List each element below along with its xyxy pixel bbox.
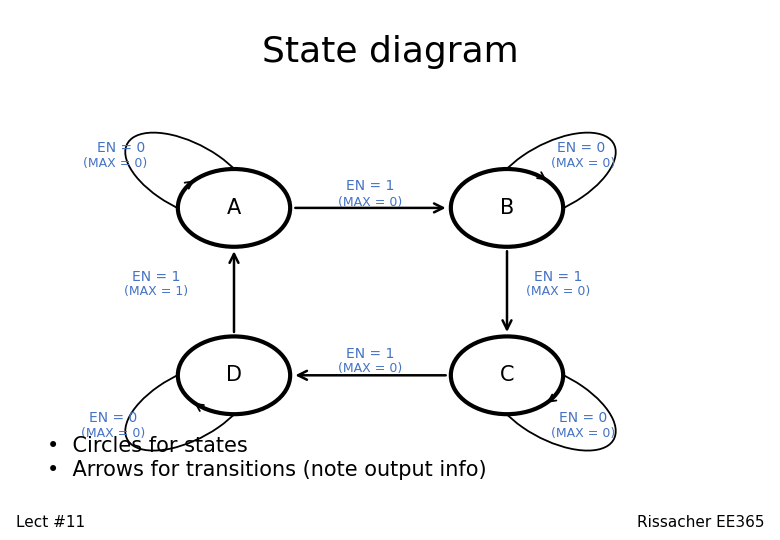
Text: Rissacher EE365: Rissacher EE365 bbox=[637, 515, 764, 530]
Text: B: B bbox=[500, 198, 514, 218]
Text: (MAX = 0): (MAX = 0) bbox=[339, 196, 402, 209]
Text: (MAX = 0): (MAX = 0) bbox=[551, 427, 615, 440]
Text: (MAX = 0): (MAX = 0) bbox=[551, 157, 615, 170]
Ellipse shape bbox=[178, 336, 290, 414]
Text: •  Circles for states: • Circles for states bbox=[47, 435, 247, 456]
Text: D: D bbox=[226, 365, 242, 386]
Text: •  Arrows for transitions (note output info): • Arrows for transitions (note output in… bbox=[47, 460, 487, 480]
Text: (MAX = 0): (MAX = 0) bbox=[526, 285, 590, 298]
Text: C: C bbox=[500, 365, 514, 386]
Ellipse shape bbox=[451, 336, 563, 414]
Ellipse shape bbox=[451, 169, 563, 247]
Ellipse shape bbox=[178, 169, 290, 247]
Text: (MAX = 0): (MAX = 0) bbox=[81, 427, 145, 440]
Text: EN = 1: EN = 1 bbox=[534, 270, 582, 284]
Text: Lect #11: Lect #11 bbox=[16, 515, 85, 530]
Text: EN = 0: EN = 0 bbox=[97, 141, 145, 156]
Text: EN = 0: EN = 0 bbox=[89, 411, 137, 426]
Text: EN = 1: EN = 1 bbox=[132, 270, 180, 284]
Text: (MAX = 1): (MAX = 1) bbox=[124, 285, 188, 298]
Text: (MAX = 0): (MAX = 0) bbox=[83, 157, 147, 170]
Text: EN = 0: EN = 0 bbox=[559, 411, 608, 426]
Text: A: A bbox=[227, 198, 241, 218]
Text: State diagram: State diagram bbox=[261, 35, 519, 69]
Text: (MAX = 0): (MAX = 0) bbox=[339, 362, 402, 375]
Text: EN = 1: EN = 1 bbox=[346, 179, 395, 193]
Text: EN = 1: EN = 1 bbox=[346, 347, 395, 361]
Text: EN = 0: EN = 0 bbox=[557, 141, 605, 156]
